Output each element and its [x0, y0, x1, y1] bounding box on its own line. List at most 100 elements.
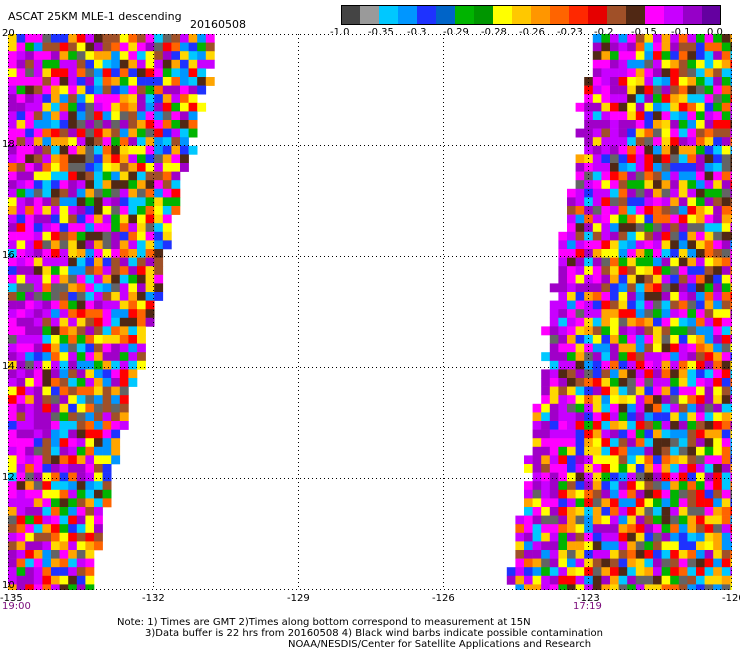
- swath-cell: [678, 111, 688, 121]
- swath-cell: [137, 128, 146, 138]
- swath-cell: [730, 584, 732, 590]
- swath-cell: [59, 240, 69, 250]
- swath-cell: [558, 231, 568, 241]
- swath-cell: [721, 274, 731, 284]
- swath-cell: [730, 335, 732, 344]
- swath-cell: [601, 395, 611, 405]
- swath-cell: [541, 532, 551, 542]
- swath-cell: [696, 180, 705, 190]
- swath-cell: [696, 507, 705, 516]
- swath-cell: [618, 206, 628, 215]
- swath-cell: [618, 300, 628, 310]
- swath-cell: [68, 94, 78, 104]
- swath-cell: [532, 498, 542, 508]
- swath-cell: [721, 102, 731, 112]
- swath-cell: [8, 403, 17, 413]
- time-label-left: 19:00: [2, 601, 31, 612]
- swath-cell: [76, 369, 86, 379]
- swath-cell: [94, 438, 103, 448]
- swath-cell: [59, 584, 69, 590]
- swath-cell: [25, 137, 35, 147]
- swath-cell: [610, 532, 619, 542]
- swath-cell: [567, 274, 576, 284]
- swath-cell: [661, 240, 671, 250]
- swath-cell: [644, 498, 654, 508]
- swath-cell: [713, 429, 723, 439]
- swath-cell: [601, 102, 611, 112]
- swath-cell: [85, 197, 95, 207]
- swath-cell: [721, 137, 731, 147]
- swath-cell: [687, 550, 697, 559]
- swath-cell: [721, 360, 731, 370]
- swath-cell: [85, 292, 95, 301]
- swath-cell: [730, 180, 732, 190]
- swath-cell: [102, 231, 112, 241]
- swath-cell: [567, 188, 576, 198]
- swath-cell: [635, 102, 645, 112]
- swath-cell: [42, 421, 52, 430]
- swath-cell: [653, 180, 662, 190]
- swath-cell: [119, 68, 129, 78]
- swath-cell: [59, 206, 69, 215]
- swath-cell: [575, 472, 585, 482]
- swath-cell: [94, 395, 103, 405]
- swath-cell: [558, 352, 568, 362]
- swath-cell: [601, 257, 611, 267]
- latitude-label: 12: [2, 472, 15, 483]
- swath-cell: [644, 214, 654, 224]
- swath-cell: [42, 206, 52, 215]
- swath-cell: [137, 214, 146, 224]
- swath-cell: [627, 283, 637, 293]
- swath-cell: [670, 550, 680, 559]
- swath-cell: [8, 464, 17, 473]
- swath-cell: [704, 59, 714, 69]
- swath-cell: [696, 266, 705, 276]
- swath-cell: [670, 429, 680, 439]
- swath-cell: [721, 395, 731, 405]
- swath-cell: [76, 214, 86, 224]
- swath-cell: [42, 575, 52, 585]
- swath-cell: [85, 524, 95, 534]
- swath-cell: [59, 223, 69, 233]
- swath-cell: [137, 352, 146, 362]
- swath-cell: [635, 532, 645, 542]
- swath-cell: [171, 59, 181, 69]
- swath-cell: [644, 507, 654, 516]
- swath-cell: [601, 231, 611, 241]
- swath-cell: [610, 386, 619, 396]
- swath-cell: [627, 77, 637, 86]
- swath-cell: [618, 541, 628, 551]
- swath-cell: [584, 240, 594, 250]
- swath-cell: [137, 283, 146, 293]
- swath-cell: [687, 240, 697, 250]
- longitude-label: -135: [0, 593, 23, 604]
- swath-cell: [180, 51, 189, 61]
- swath-cell: [696, 369, 705, 379]
- swath-cell: [94, 309, 103, 319]
- swath-cell: [696, 575, 705, 585]
- swath-cell: [33, 421, 43, 430]
- swath-cell: [584, 231, 594, 241]
- swath-cell: [68, 438, 78, 448]
- swath-cell: [618, 472, 628, 482]
- swath-cell: [610, 498, 619, 508]
- swath-cell: [730, 575, 732, 585]
- swath-cell: [59, 59, 69, 69]
- swath-cell: [33, 180, 43, 190]
- swath-cell: [696, 455, 705, 465]
- swath-cell: [584, 455, 594, 465]
- swath-cell: [102, 249, 112, 258]
- swath-cell: [610, 274, 619, 284]
- swath-cell: [68, 575, 78, 585]
- swath-cell: [8, 120, 17, 129]
- swath-cell: [16, 292, 26, 301]
- swath-cell: [584, 352, 594, 362]
- swath-cell: [653, 111, 662, 121]
- swath-cell: [111, 34, 121, 43]
- swath-cell: [661, 438, 671, 448]
- swath-cell: [180, 59, 189, 69]
- swath-cell: [704, 51, 714, 61]
- swath-cell: [687, 524, 697, 534]
- swath-cell: [51, 266, 60, 276]
- swath-cell: [670, 369, 680, 379]
